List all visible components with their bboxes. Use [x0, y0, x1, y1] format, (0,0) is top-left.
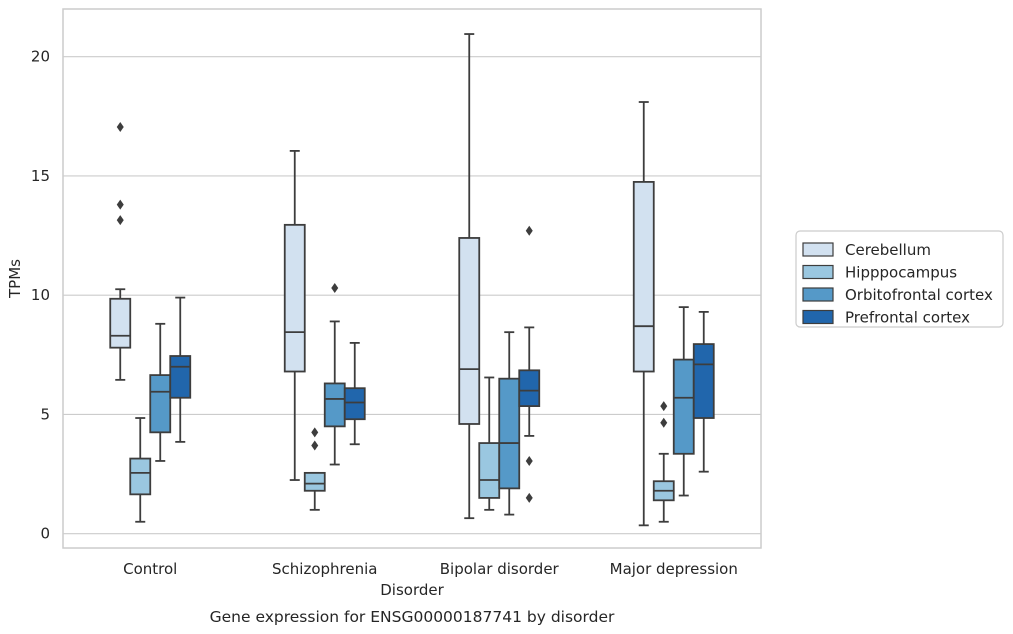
- legend-swatch: [802, 242, 834, 257]
- x-tick-label: Bipolar disorder: [440, 560, 560, 578]
- box: [343, 387, 366, 421]
- x-tick-label: Control: [123, 560, 177, 578]
- chart-caption: Gene expression for ENSG00000187741 by d…: [210, 608, 615, 626]
- box: [632, 181, 655, 373]
- box: [149, 374, 172, 434]
- legend-label: Hipppocampus: [845, 264, 957, 282]
- x-tick-label: Schizophrenia: [272, 560, 377, 578]
- legend-item: Prefrontal cortex: [802, 309, 970, 327]
- x-axis-label: Disorder: [380, 581, 444, 599]
- legend: Cerebellum Hipppocampus Orbitofrontal cort…: [795, 230, 1004, 328]
- y-tick-label: 5: [40, 405, 50, 423]
- plot-frame: [62, 8, 762, 549]
- box: [323, 382, 346, 428]
- box: [498, 377, 521, 490]
- legend-label: Cerebellum: [845, 241, 931, 259]
- legend-label: Prefrontal cortex: [845, 309, 970, 327]
- y-axis-label: TPMs: [6, 259, 24, 299]
- legend-item: Cerebellum: [802, 241, 931, 259]
- box: [672, 358, 695, 455]
- box: [109, 297, 132, 349]
- outlier-point: [116, 199, 124, 210]
- box-group: [458, 33, 541, 520]
- y-tick-label: 20: [31, 48, 50, 66]
- box: [518, 369, 541, 407]
- box: [169, 355, 192, 399]
- outlier-point: [116, 122, 124, 133]
- legend-frame: [795, 230, 1004, 328]
- x-tick-labels: Control Schizophrenia Bipolar disorder Majo…: [123, 560, 738, 578]
- legend-item: Hipppocampus: [802, 264, 957, 282]
- legend-swatch: [802, 287, 834, 302]
- legend-swatch: [802, 264, 834, 280]
- outlier-point: [525, 225, 533, 236]
- outlier-point: [116, 215, 124, 226]
- outlier-point: [331, 283, 339, 294]
- box-groups: [109, 33, 715, 527]
- outlier-point: [660, 401, 668, 412]
- y-tick-labels: 0 5 10 15 20: [31, 48, 50, 543]
- outlier-point: [311, 440, 319, 451]
- box: [303, 471, 326, 492]
- gridlines: [63, 56, 761, 535]
- box: [458, 237, 481, 425]
- outlier-point: [660, 417, 668, 428]
- box: [283, 223, 306, 373]
- box-group: [632, 101, 715, 527]
- outlier-point: [311, 427, 319, 438]
- y-tick-label: 15: [31, 167, 50, 185]
- legend-swatch: [802, 309, 834, 325]
- box: [129, 457, 152, 496]
- outlier-point: [525, 492, 533, 503]
- legend-label: Orbitofrontal cortex: [845, 286, 993, 304]
- legend-item: Orbitofrontal cortex: [802, 286, 993, 304]
- box-group: [283, 150, 366, 511]
- box: [692, 343, 715, 419]
- y-tick-label: 10: [31, 286, 50, 304]
- outlier-point: [525, 455, 533, 466]
- y-tick-label: 0: [40, 525, 50, 543]
- x-tick-label: Major depression: [610, 560, 738, 578]
- box: [478, 442, 501, 499]
- box-group: [109, 122, 192, 523]
